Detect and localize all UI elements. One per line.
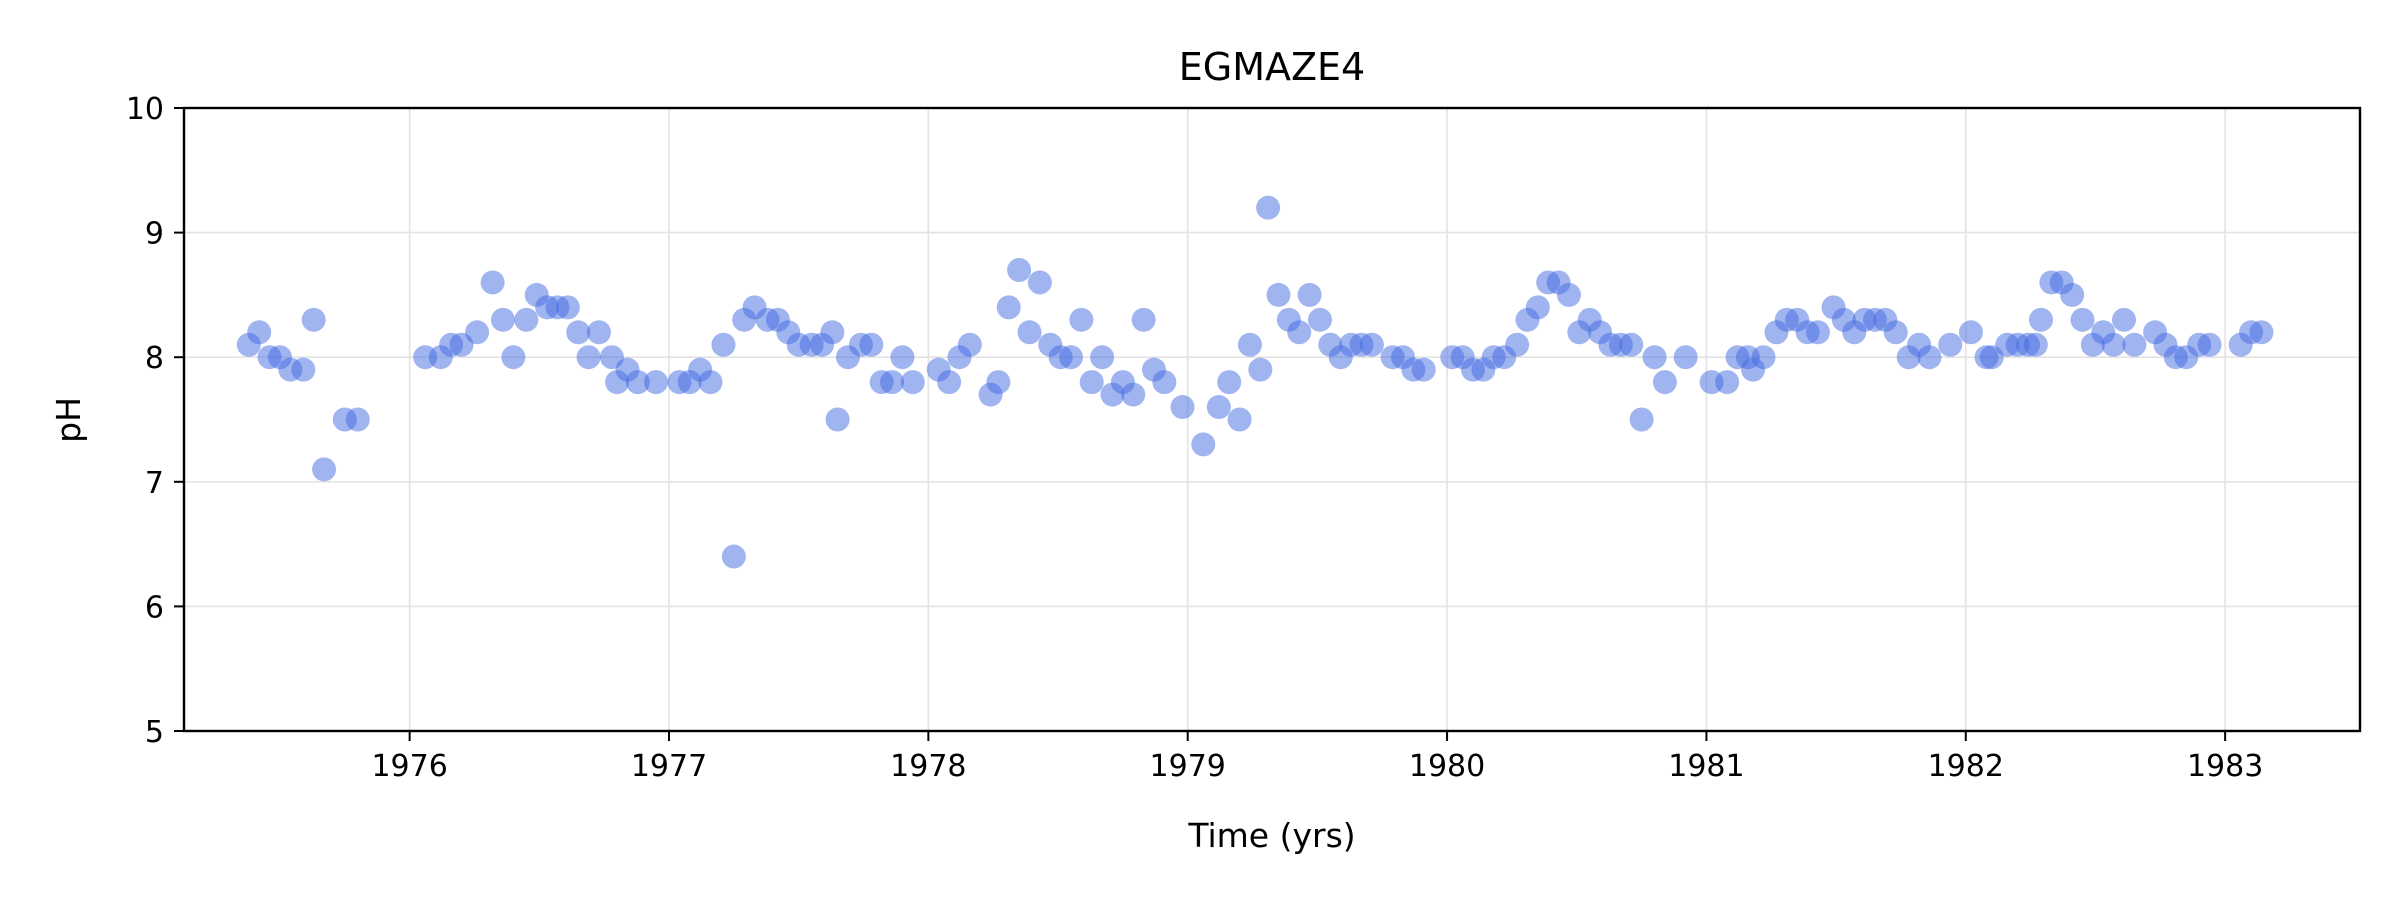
data-point <box>2111 307 2136 332</box>
y-tick-label: 7 <box>145 466 164 501</box>
data-point <box>1287 320 1312 345</box>
data-point <box>1058 345 1083 370</box>
data-point <box>711 332 736 357</box>
data-point <box>586 320 611 345</box>
data-points <box>236 195 2274 569</box>
data-point <box>1256 195 1281 220</box>
data-point <box>1505 332 1530 357</box>
data-point <box>1307 307 1332 332</box>
data-point <box>480 270 505 295</box>
data-point <box>721 544 746 569</box>
data-point <box>644 370 669 395</box>
x-tick-label: 1978 <box>890 749 966 784</box>
data-point <box>1715 370 1740 395</box>
data-point <box>820 320 845 345</box>
data-point <box>566 320 591 345</box>
data-point <box>1938 332 1963 357</box>
y-axis-label: pH <box>49 397 88 443</box>
data-point <box>1883 320 1908 345</box>
x-tick-label: 1982 <box>1928 749 2004 784</box>
y-tick-label: 6 <box>145 590 164 625</box>
data-point <box>1191 432 1216 457</box>
data-point <box>2101 332 2126 357</box>
data-point <box>345 407 370 432</box>
data-point <box>1248 357 1273 382</box>
data-point <box>491 307 516 332</box>
data-point <box>1642 345 1667 370</box>
data-point <box>1411 357 1436 382</box>
data-point <box>1027 270 1052 295</box>
data-point <box>1090 345 1115 370</box>
data-point <box>880 370 905 395</box>
data-point <box>1525 295 1550 320</box>
data-point <box>1359 332 1384 357</box>
data-point <box>555 295 580 320</box>
y-tick-label: 8 <box>145 341 164 376</box>
data-point <box>2197 332 2222 357</box>
data-point <box>501 345 526 370</box>
data-point <box>2023 332 2048 357</box>
data-point <box>890 345 915 370</box>
data-point <box>247 320 272 345</box>
data-point <box>1227 407 1252 432</box>
x-tick-label: 1979 <box>1150 749 1226 784</box>
plot-frame <box>182 106 2362 733</box>
data-point <box>1629 407 1654 432</box>
axis-ticks: 1976 1977 1978 1979 1980 1981 1982 1983 5 6 7 8 9 10 <box>126 92 2264 784</box>
y-tick-label: 9 <box>145 217 164 252</box>
data-point <box>1917 345 1942 370</box>
data-point <box>1266 282 1291 307</box>
data-point <box>2249 320 2274 345</box>
grid-lines <box>184 108 2360 731</box>
data-point <box>1652 370 1677 395</box>
data-point <box>1619 332 1644 357</box>
data-point <box>1079 370 1104 395</box>
data-point <box>1170 395 1195 420</box>
data-point <box>2070 307 2095 332</box>
data-point <box>1751 345 1776 370</box>
data-point <box>312 457 337 482</box>
data-point <box>957 332 982 357</box>
x-tick-label: 1977 <box>631 749 707 784</box>
data-point <box>1217 370 1242 395</box>
y-tick-label: 10 <box>126 92 164 127</box>
data-point <box>291 357 316 382</box>
data-point <box>2122 332 2147 357</box>
x-tick-label: 1980 <box>1409 749 1485 784</box>
data-point <box>2028 307 2053 332</box>
data-point <box>2060 282 2085 307</box>
data-point <box>1556 282 1581 307</box>
data-point <box>698 370 723 395</box>
data-point <box>996 295 1021 320</box>
data-point <box>1131 307 1156 332</box>
data-point <box>625 370 650 395</box>
data-point <box>859 332 884 357</box>
data-point <box>1805 320 1830 345</box>
x-tick-label: 1981 <box>1668 749 1744 784</box>
data-point <box>301 307 326 332</box>
data-point <box>465 320 490 345</box>
data-point <box>1297 282 1322 307</box>
data-point <box>1206 395 1231 420</box>
x-tick-label: 1976 <box>371 749 447 784</box>
data-point <box>1237 332 1262 357</box>
x-axis-label: Time (yrs) <box>1187 816 1355 855</box>
data-point <box>576 345 601 370</box>
data-point <box>1007 257 1032 282</box>
data-point <box>1121 382 1146 407</box>
data-point <box>1069 307 1094 332</box>
data-point <box>514 307 539 332</box>
data-point <box>1673 345 1698 370</box>
data-point <box>986 370 1011 395</box>
data-point <box>900 370 925 395</box>
data-point <box>937 370 962 395</box>
y-tick-label: 5 <box>145 715 164 750</box>
x-tick-label: 1983 <box>2187 749 2263 784</box>
data-point <box>1017 320 1042 345</box>
data-point <box>825 407 850 432</box>
chart-title: EGMAZE4 <box>1179 45 1365 89</box>
data-point <box>1958 320 1983 345</box>
data-point <box>1152 370 1177 395</box>
